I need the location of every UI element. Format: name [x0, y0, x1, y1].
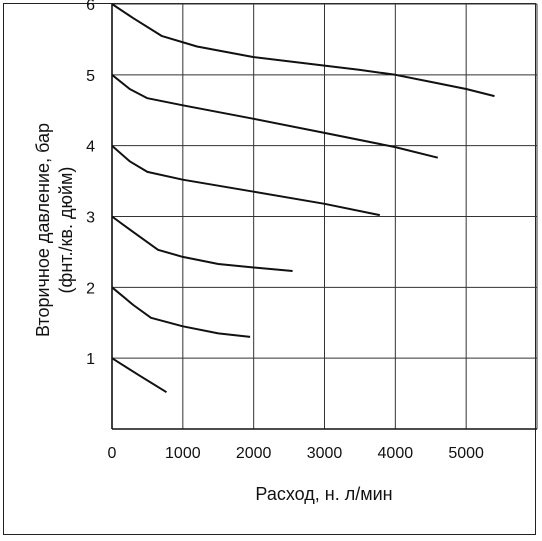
y-tick-label: 1 [86, 351, 95, 368]
curves [111, 3, 495, 394]
x-axis-label: Расход, н. л/мин [255, 484, 392, 504]
series-line-1 [111, 3, 495, 98]
x-tick-label: 3000 [307, 445, 343, 462]
grid [112, 3, 538, 429]
y-tick-label: 6 [86, 0, 95, 14]
x-tick-label: 5000 [448, 445, 484, 462]
y-tick-label: 4 [86, 139, 95, 156]
y-axis-label: Вторичное давление, бар [33, 123, 53, 337]
y-axis-label-line2: (фнт./кв. дюйм) [56, 167, 76, 294]
series-line-2 [111, 74, 439, 159]
y-tick-label: 2 [86, 280, 95, 297]
y-tick-label: 3 [86, 210, 95, 227]
x-tick-label: 2000 [236, 445, 272, 462]
x-tick-labels: 0 1000 2000 3000 4000 5000 [108, 445, 485, 462]
y-axis-label-line1: Вторичное давление, бар [33, 123, 53, 337]
series-line-3 [111, 144, 381, 217]
series-line-4 [111, 215, 293, 272]
x-tick-label: 0 [108, 445, 117, 462]
y-tick-label: 5 [86, 68, 95, 85]
y-tick-labels: 1 2 3 4 5 6 [86, 0, 95, 368]
series-line-6 [111, 357, 168, 394]
series-line-5 [111, 286, 251, 338]
x-tick-label: 1000 [165, 445, 201, 462]
x-tick-label: 4000 [378, 445, 414, 462]
y-axis-label-units: (фнт./кв. дюйм) [56, 167, 76, 294]
